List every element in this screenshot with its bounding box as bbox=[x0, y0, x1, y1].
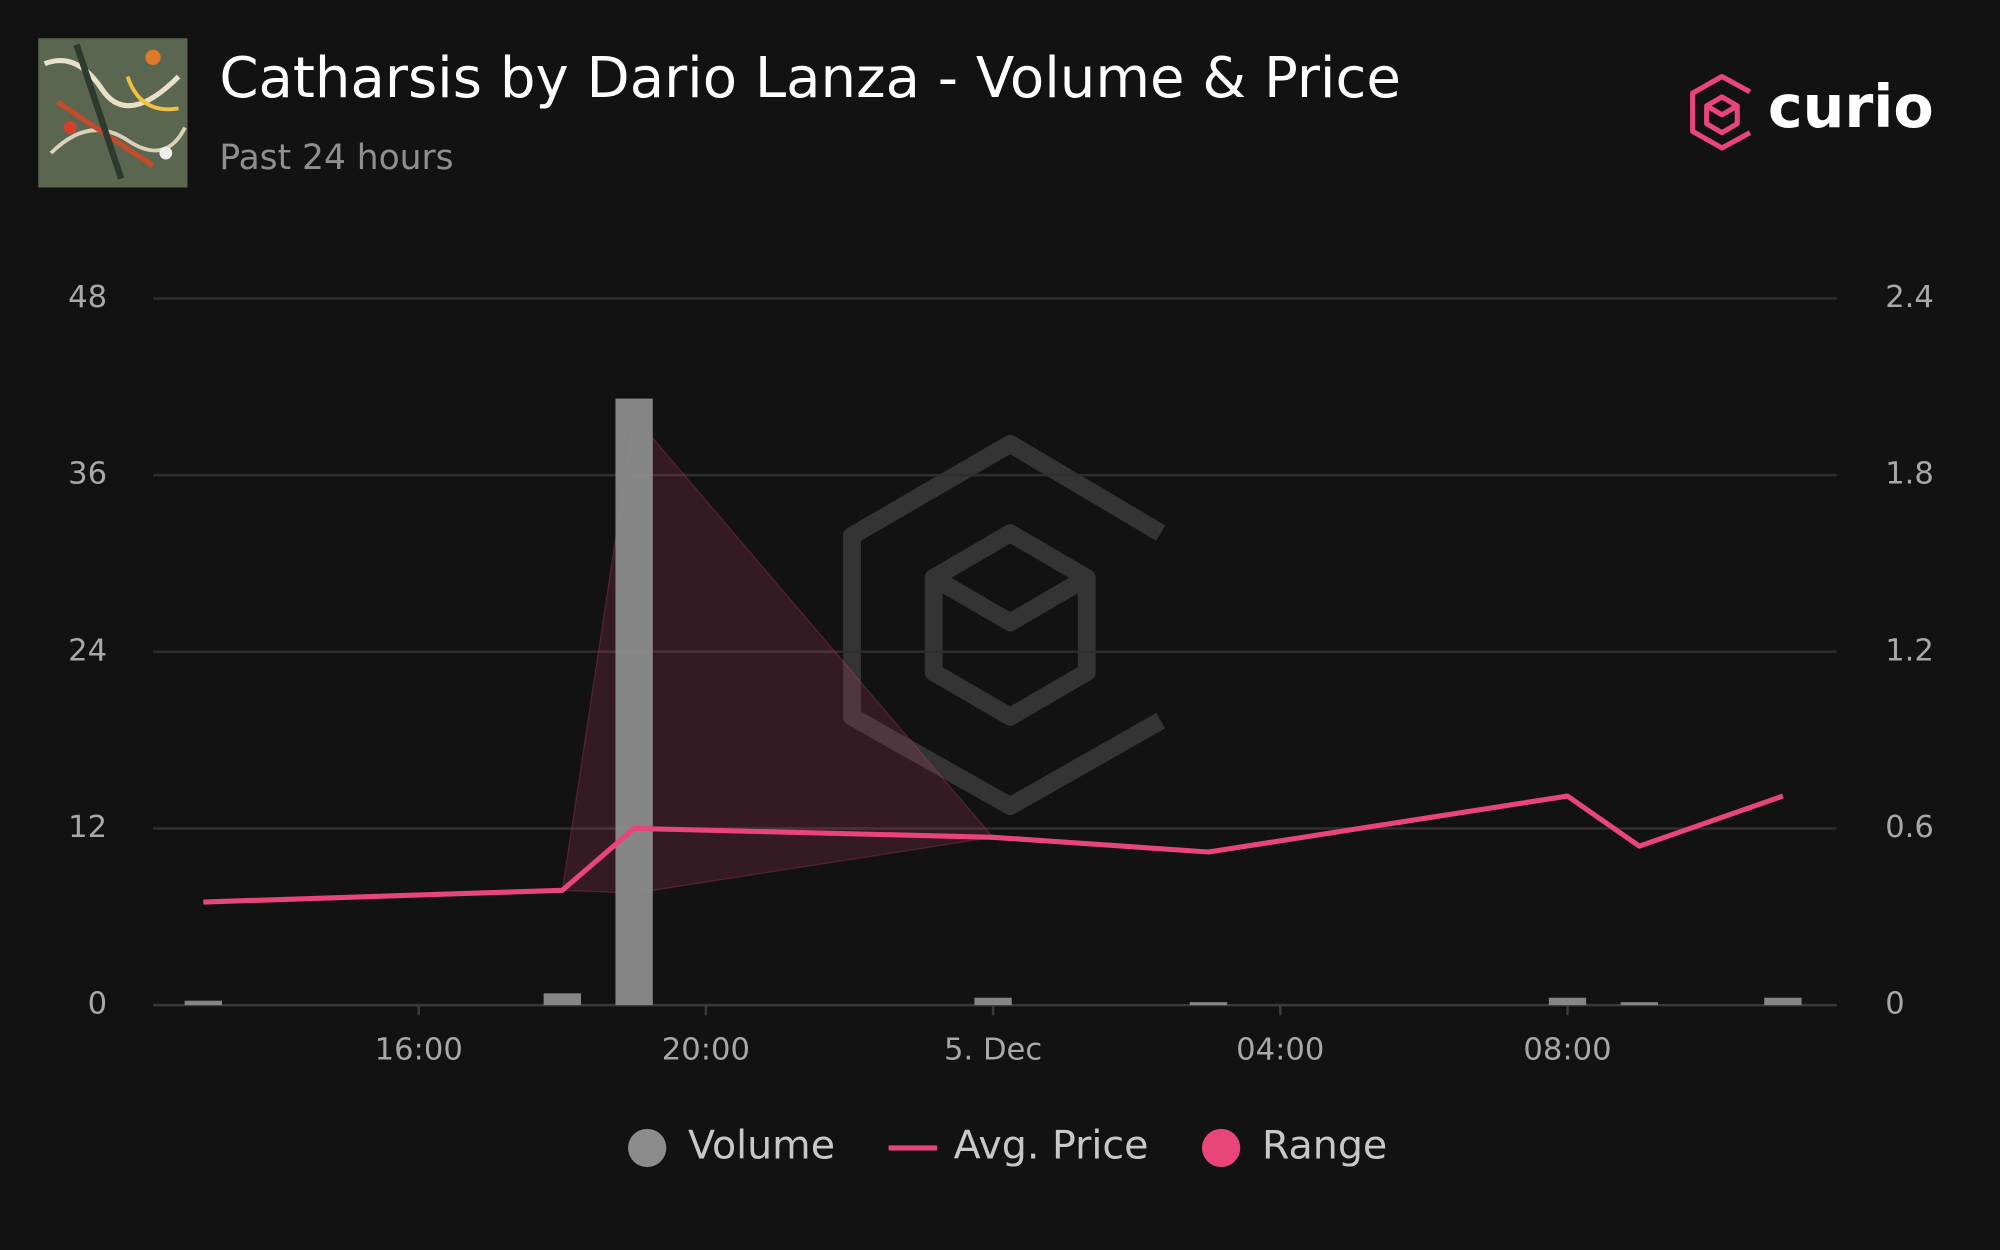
legend-symbol bbox=[628, 1128, 667, 1168]
price-line bbox=[203, 793, 1784, 905]
legend-label: Range bbox=[1262, 1122, 1387, 1168]
volume-bar bbox=[1189, 1002, 1228, 1006]
volume-bar bbox=[615, 398, 653, 1006]
chart-title: Catharsis by Dario Lanza - Volume & Pric… bbox=[219, 46, 1400, 111]
y-tick-label: 12 bbox=[68, 810, 107, 845]
plot-area: 0 12 24 36 48 0 0.6 1.2 1.8 2.4 16:00 20:00 5. Dec 04… bbox=[68, 280, 1934, 1168]
volume-bar bbox=[1548, 997, 1587, 1006]
brand-icon bbox=[1690, 73, 1752, 151]
legend-label: Avg. Price bbox=[954, 1122, 1149, 1168]
brand-name: curio bbox=[1768, 73, 1934, 141]
x-tick-label: 04:00 bbox=[1236, 1033, 1324, 1068]
legend-item[interactable]: Avg. Price bbox=[888, 1122, 1149, 1168]
legend-item[interactable]: Volume bbox=[628, 1122, 835, 1168]
watermark bbox=[843, 434, 1166, 816]
volume-bar bbox=[1620, 1002, 1658, 1006]
legend: Volume Avg. Price Range bbox=[628, 1122, 1387, 1168]
y2-tick-label: 0.6 bbox=[1885, 810, 1934, 845]
legend-item[interactable]: Range bbox=[1202, 1122, 1387, 1168]
x-tick-label: 08:00 bbox=[1523, 1033, 1611, 1068]
y2-tick-label: 0 bbox=[1885, 987, 1904, 1022]
y-tick-label: 48 bbox=[68, 280, 107, 315]
thumbnail bbox=[38, 38, 188, 188]
y2-tick-label: 1.2 bbox=[1885, 633, 1934, 668]
volume-bar bbox=[184, 1000, 222, 1006]
x-tick-label: 20:00 bbox=[662, 1033, 750, 1068]
volume-bar bbox=[1764, 997, 1802, 1006]
chart-subtitle: Past 24 hours bbox=[219, 138, 453, 178]
legend-symbol bbox=[1202, 1128, 1241, 1168]
y-tick-label: 36 bbox=[68, 457, 107, 492]
volume-bar bbox=[543, 993, 581, 1006]
legend-label: Volume bbox=[688, 1122, 835, 1168]
x-tick-label: 5. Dec bbox=[944, 1033, 1042, 1068]
x-tick-label: 16:00 bbox=[375, 1033, 463, 1068]
volume-bar bbox=[974, 997, 1012, 1006]
y-tick-label: 0 bbox=[88, 987, 107, 1022]
y-tick-label: 24 bbox=[68, 633, 107, 668]
y2-tick-label: 1.8 bbox=[1885, 457, 1934, 492]
y2-tick-label: 2.4 bbox=[1885, 280, 1934, 315]
